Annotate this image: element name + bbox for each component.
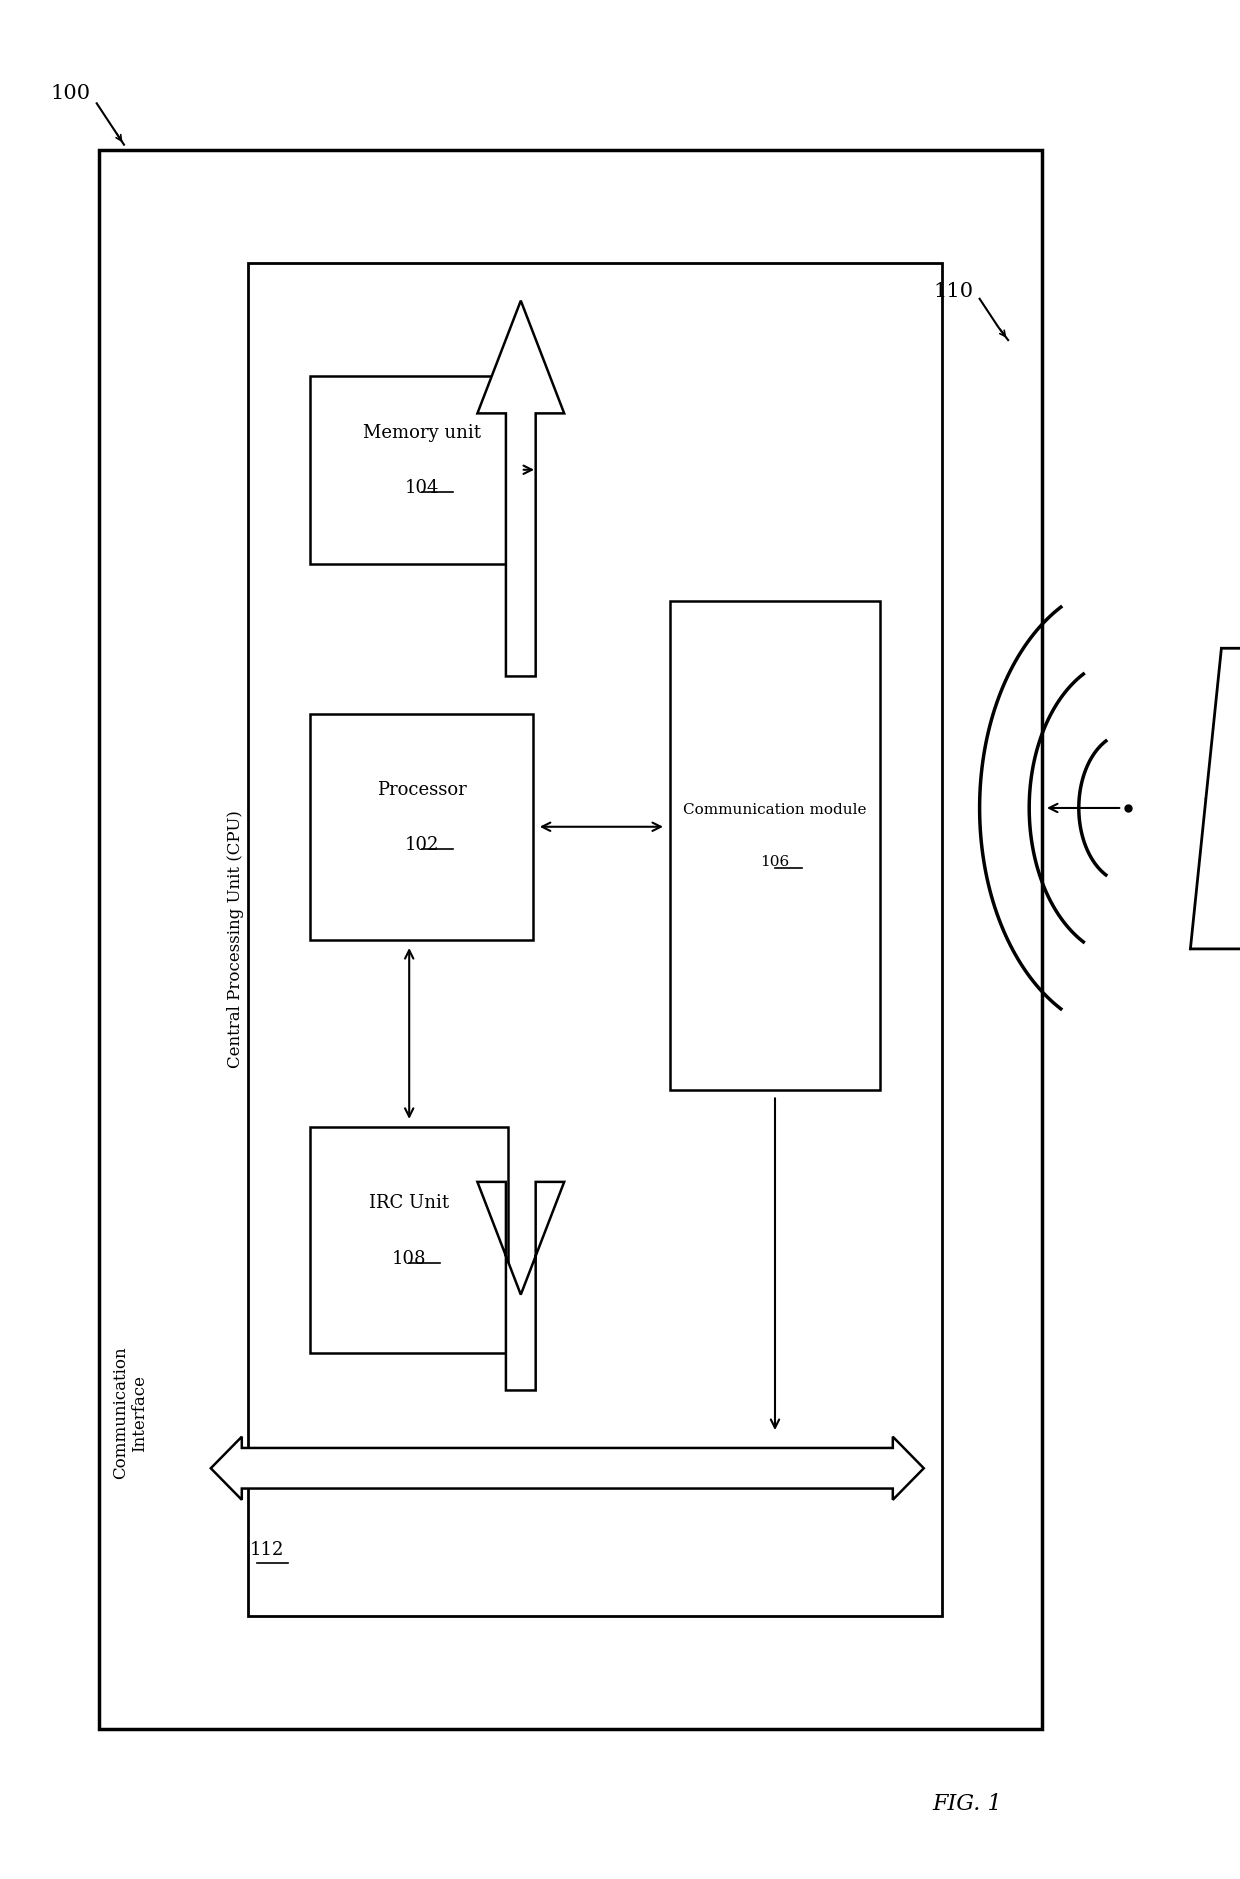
Polygon shape [477, 1182, 564, 1390]
Text: 102: 102 [404, 836, 439, 855]
Text: 112: 112 [249, 1541, 284, 1560]
Bar [670, 601, 880, 1090]
Polygon shape [477, 301, 564, 676]
Text: Communication module: Communication module [683, 804, 867, 817]
Bar [248, 263, 942, 1616]
Bar [310, 376, 533, 564]
Text: 108: 108 [392, 1250, 427, 1268]
Text: Memory unit: Memory unit [362, 423, 481, 442]
Text: IRC Unit: IRC Unit [370, 1193, 449, 1212]
Text: Processor: Processor [377, 780, 466, 799]
Text: Communication
Interface: Communication Interface [112, 1347, 149, 1479]
Polygon shape [1190, 648, 1240, 949]
Bar [99, 150, 1042, 1729]
Bar [310, 714, 533, 940]
Text: FIG. 1: FIG. 1 [932, 1793, 1002, 1815]
Polygon shape [211, 1437, 924, 1499]
Text: 100: 100 [51, 85, 91, 103]
Bar [310, 1127, 508, 1353]
Text: 110: 110 [934, 282, 973, 301]
Text: Central Processing Unit (CPU): Central Processing Unit (CPU) [227, 810, 244, 1069]
Text: 106: 106 [760, 855, 790, 868]
Text: 104: 104 [404, 479, 439, 498]
